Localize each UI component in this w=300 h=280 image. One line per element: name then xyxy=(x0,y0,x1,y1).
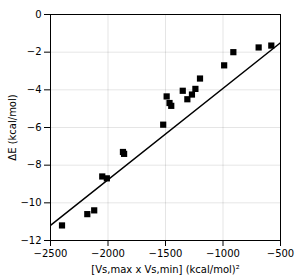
svg-text:0: 0 xyxy=(35,9,41,20)
svg-text:[Vs,max x Vs,min] (kcal/mol)²: [Vs,max x Vs,min] (kcal/mol)² xyxy=(91,264,239,275)
svg-text:−2500: −2500 xyxy=(34,248,68,259)
svg-text:−8: −8 xyxy=(27,159,42,170)
svg-text:−1500: −1500 xyxy=(149,248,183,259)
svg-text:−1000: −1000 xyxy=(206,248,240,259)
svg-text:−10: −10 xyxy=(20,197,41,208)
svg-text:−2000: −2000 xyxy=(91,248,125,259)
svg-text:−6: −6 xyxy=(27,122,42,133)
svg-text:−500: −500 xyxy=(267,248,294,259)
svg-text:−4: −4 xyxy=(27,84,42,95)
svg-text:−2: −2 xyxy=(27,46,42,57)
svg-text:ΔE (kcal/mol): ΔE (kcal/mol) xyxy=(7,94,18,160)
svg-text:−12: −12 xyxy=(20,235,41,246)
